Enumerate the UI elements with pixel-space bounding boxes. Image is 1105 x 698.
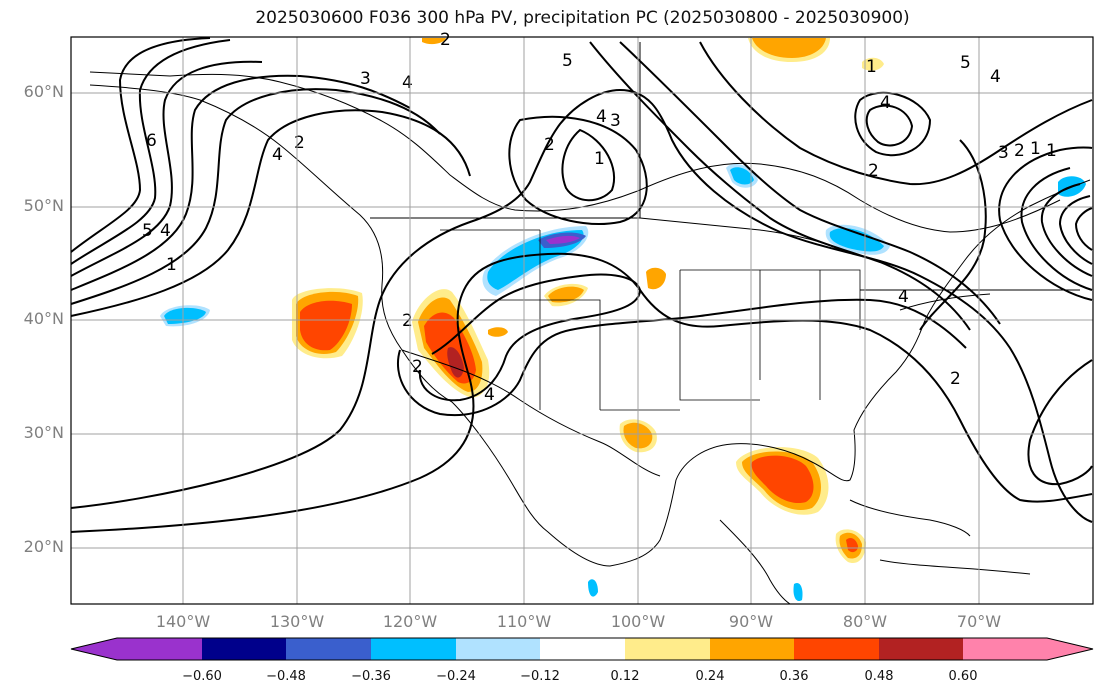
colorbar-tick: 0.48 (864, 669, 894, 684)
contour-label: 5 (562, 51, 573, 71)
pv-contour (70, 37, 211, 253)
contour-label: 1 (166, 255, 177, 275)
coastlines (89, 42, 1091, 605)
colorbar-tick: 0.60 (948, 669, 978, 684)
contour-label: 4 (484, 385, 495, 405)
colorbar-extend-high (1047, 638, 1093, 660)
lon-label-90w: 90°W (728, 612, 774, 631)
colorbar-tick: −0.36 (351, 669, 391, 684)
colorbar-tick: 0.12 (610, 669, 640, 684)
pv-contour-main (70, 88, 1093, 523)
colorbar-tick: −0.24 (436, 669, 476, 684)
contour-label: 3 (998, 143, 1009, 163)
contour-labels: 6 5 4 1 3 4 2 5 4 3 2 1 2 4 4 4 3 2 1 2 … (142, 30, 1057, 405)
lon-label-70w: 70°W (956, 612, 1002, 631)
graticule (71, 37, 1093, 604)
contour-label: 2 (294, 133, 305, 153)
colorbar-tick: −0.12 (520, 669, 560, 684)
contour-label: 2 (402, 311, 413, 331)
coastline-north-america (89, 84, 1091, 567)
contour-label: 2 (440, 30, 451, 50)
contour-label: 2 (412, 357, 423, 377)
contour-label: 5 (960, 53, 971, 73)
colorbar-tick: −0.60 (182, 669, 222, 684)
colorbar-tick: −0.48 (266, 669, 306, 684)
lon-label-110w: 110°W (496, 612, 552, 631)
colorbar-extend-low (71, 638, 117, 660)
map-frame (70, 36, 1094, 605)
contour-label: 4 (880, 93, 891, 113)
colorbar (70, 637, 1094, 661)
lon-label-80w: 80°W (842, 612, 888, 631)
lat-label-60n: 60°N (23, 82, 64, 101)
colorbar-tick: 0.36 (779, 669, 809, 684)
border-us-mexico (401, 349, 661, 477)
contour-label: 2 (950, 369, 961, 389)
state-borders (480, 270, 821, 411)
colorbar-tick: 0.24 (695, 669, 725, 684)
shaded-precipitation (160, 38, 1086, 602)
contour-label: 2 (1014, 141, 1025, 161)
contour-label: 4 (990, 67, 1001, 87)
contour-label: 4 (160, 221, 171, 241)
contour-label: 4 (596, 107, 607, 127)
lon-label-130w: 130°W (269, 612, 325, 631)
map-title: 2025030600 F036 300 hPa PV, precipitatio… (255, 8, 910, 28)
contour-label: 2 (868, 161, 879, 181)
lon-label-100w: 100°W (610, 612, 666, 631)
contour-label: 5 (142, 221, 153, 241)
pv-contour-closed (561, 128, 616, 202)
contour-label: 3 (360, 69, 371, 89)
contour-label: 3 (610, 111, 621, 131)
lon-label-140w: 140°W (155, 612, 211, 631)
lat-label-20n: 20°N (23, 537, 64, 556)
contour-label: 1 (1046, 141, 1057, 161)
lat-label-30n: 30°N (23, 423, 64, 442)
pv-contours (70, 37, 1093, 533)
contour-label: 1 (1030, 139, 1041, 159)
lat-label-50n: 50°N (23, 196, 64, 215)
contour-label: 1 (866, 57, 877, 77)
lat-label-40n: 40°N (23, 309, 64, 328)
lon-label-120w: 120°W (382, 612, 438, 631)
contour-label: 4 (402, 73, 413, 93)
contour-label: 6 (146, 131, 157, 151)
contour-label: 4 (898, 287, 909, 307)
contour-label: 2 (544, 135, 555, 155)
contour-label: 1 (594, 149, 605, 169)
contour-label: 4 (272, 145, 283, 165)
